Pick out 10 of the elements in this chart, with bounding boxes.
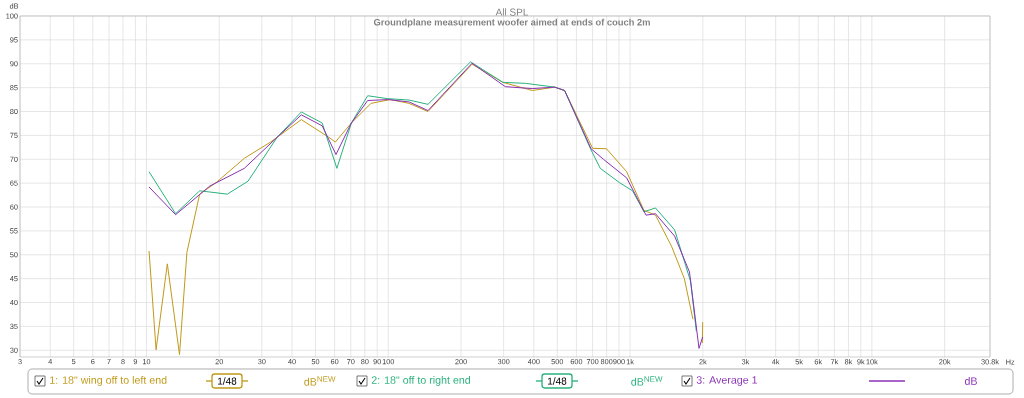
- text: 1/48: [548, 377, 567, 385]
- text: 1/48: [218, 377, 237, 385]
- text: 1: 18" wing off to left end: [50, 376, 167, 386]
- text: 3: Average 1: [696, 376, 758, 386]
- text: dB$^{NEW}$: [304, 376, 336, 386]
- chart-subtitle: Groundplane measurement woofer aimed at ends of couch 2m: [373, 18, 650, 28]
- text: dB: [964, 377, 977, 385]
- text: dB$^{NEW}$: [631, 376, 663, 386]
- chart-title: All SPL: [495, 8, 529, 16]
- text: 2: 18" off to right end: [371, 376, 471, 386]
